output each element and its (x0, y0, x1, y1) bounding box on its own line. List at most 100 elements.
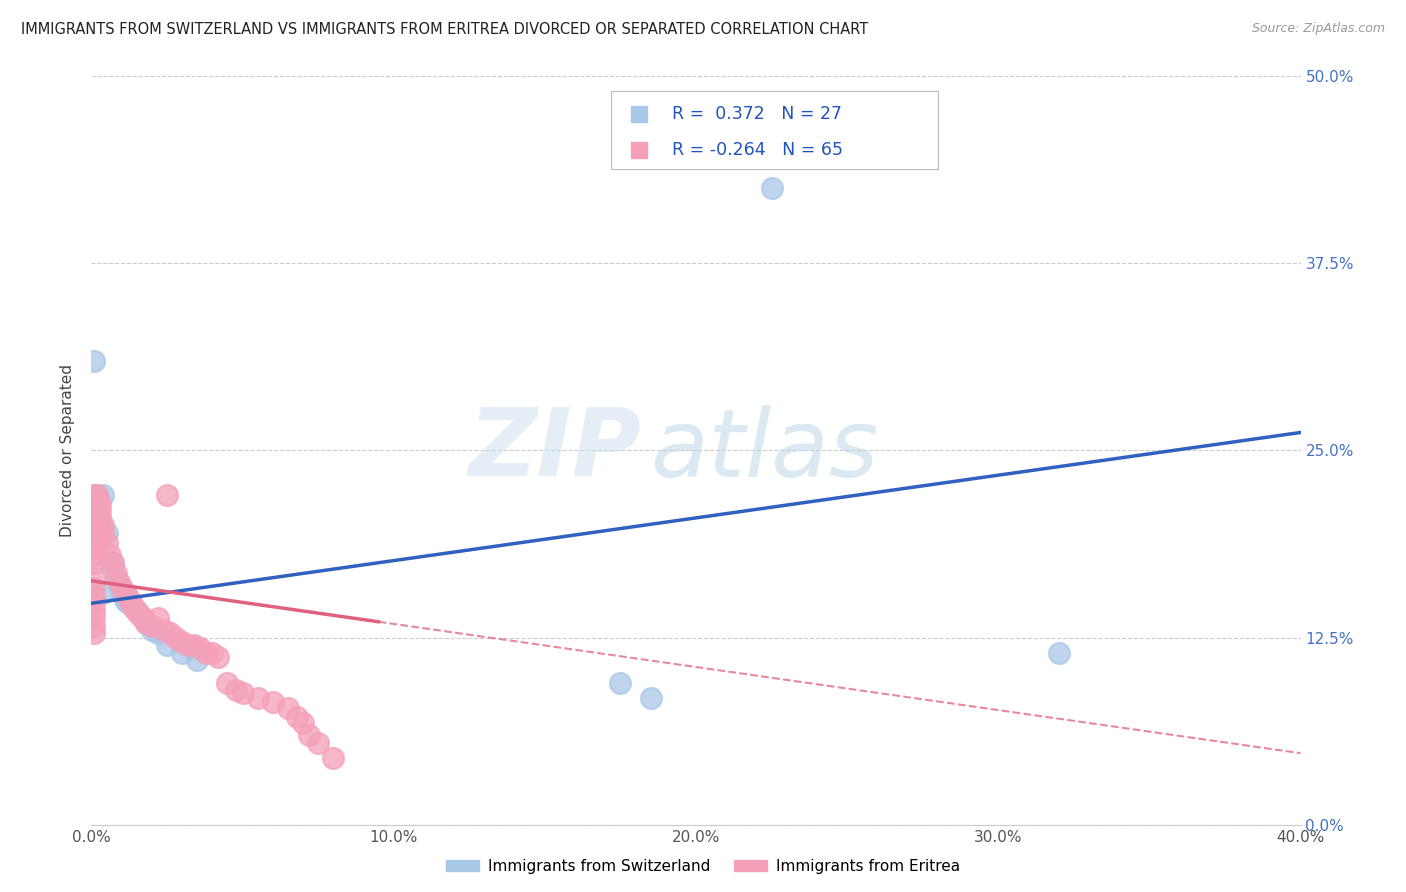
Point (86, 518, 108, 533)
Point (120, 596, 142, 610)
Text: atlas: atlas (650, 405, 879, 496)
Point (83, 591, 105, 605)
Point (120, 596, 142, 610)
Point (231, 686, 253, 700)
Point (298, 728, 321, 742)
Point (146, 626, 169, 640)
Point (125, 604, 148, 618)
Point (117, 596, 139, 610)
Point (135, 615, 157, 630)
Point (83, 626, 105, 640)
Point (156, 638, 179, 652)
Point (89, 503, 111, 517)
FancyBboxPatch shape (612, 91, 938, 169)
Point (322, 750, 344, 764)
Point (83, 353, 105, 368)
Point (86, 496, 108, 510)
Point (83, 518, 105, 533)
Point (83, 488, 105, 502)
Point (83, 611, 105, 625)
Text: IMMIGRANTS FROM SWITZERLAND VS IMMIGRANTS FROM ERITREA DIVORCED OR SEPARATED COR: IMMIGRANTS FROM SWITZERLAND VS IMMIGRANT… (21, 22, 869, 37)
Point (262, 695, 284, 709)
Point (172, 635, 194, 649)
Point (83, 541, 105, 555)
Point (195, 646, 218, 660)
Point (285, 710, 308, 724)
Point (86, 533, 108, 548)
Point (1047, 646, 1070, 660)
Point (128, 608, 150, 623)
Point (83, 533, 105, 548)
Point (89, 511, 111, 525)
Point (83, 511, 105, 525)
Point (86, 488, 108, 502)
Y-axis label: Divorced or Separated: Divorced or Separated (60, 364, 76, 537)
Legend: Immigrants from Switzerland, Immigrants from Eritrea: Immigrants from Switzerland, Immigrants … (440, 853, 966, 880)
Point (101, 556, 124, 570)
Point (122, 600, 145, 615)
Point (141, 619, 163, 633)
Point (186, 653, 208, 667)
Point (83, 571, 105, 585)
Point (83, 549, 105, 563)
Point (114, 593, 136, 607)
Point (307, 736, 329, 750)
Point (107, 578, 129, 592)
Point (98, 549, 121, 563)
Point (177, 638, 200, 652)
Point (93, 488, 115, 502)
Point (101, 556, 124, 570)
Point (246, 690, 269, 705)
Point (114, 586, 136, 600)
Point (201, 646, 224, 660)
Point (83, 596, 105, 610)
Text: Source: ZipAtlas.com: Source: ZipAtlas.com (1251, 22, 1385, 36)
Point (153, 624, 176, 638)
Point (111, 586, 132, 600)
Point (107, 575, 129, 590)
Point (165, 631, 187, 645)
Point (104, 571, 127, 585)
Point (117, 591, 139, 605)
Point (188, 641, 211, 656)
Point (225, 683, 247, 698)
Point (89, 511, 111, 525)
Point (128, 608, 150, 623)
Point (96, 525, 118, 540)
Point (159, 626, 181, 640)
Point (609, 675, 631, 690)
Point (132, 611, 155, 625)
Point (146, 611, 169, 625)
Point (93, 518, 115, 533)
Point (93, 525, 115, 540)
Point (98, 556, 121, 570)
Point (172, 646, 194, 660)
Point (111, 582, 132, 596)
Point (83, 582, 105, 596)
Point (217, 675, 239, 690)
Point (141, 624, 163, 638)
Text: R =  0.372   N = 27: R = 0.372 N = 27 (672, 105, 842, 123)
Point (156, 488, 179, 502)
Point (292, 716, 315, 731)
Point (104, 566, 127, 581)
Point (93, 586, 115, 600)
Point (135, 615, 157, 630)
Point (277, 701, 299, 715)
Point (183, 638, 205, 652)
Point (83, 556, 105, 570)
Point (83, 525, 105, 540)
Point (83, 496, 105, 510)
Point (761, 181, 783, 195)
Point (83, 604, 105, 618)
Point (96, 536, 118, 550)
Text: R = -0.264   N = 65: R = -0.264 N = 65 (672, 141, 842, 159)
Point (640, 690, 662, 705)
Point (83, 619, 105, 633)
Point (122, 600, 145, 615)
Point (207, 650, 229, 665)
Point (89, 496, 111, 510)
Point (86, 488, 108, 502)
Point (125, 605, 148, 619)
Text: ZIP: ZIP (468, 404, 641, 497)
